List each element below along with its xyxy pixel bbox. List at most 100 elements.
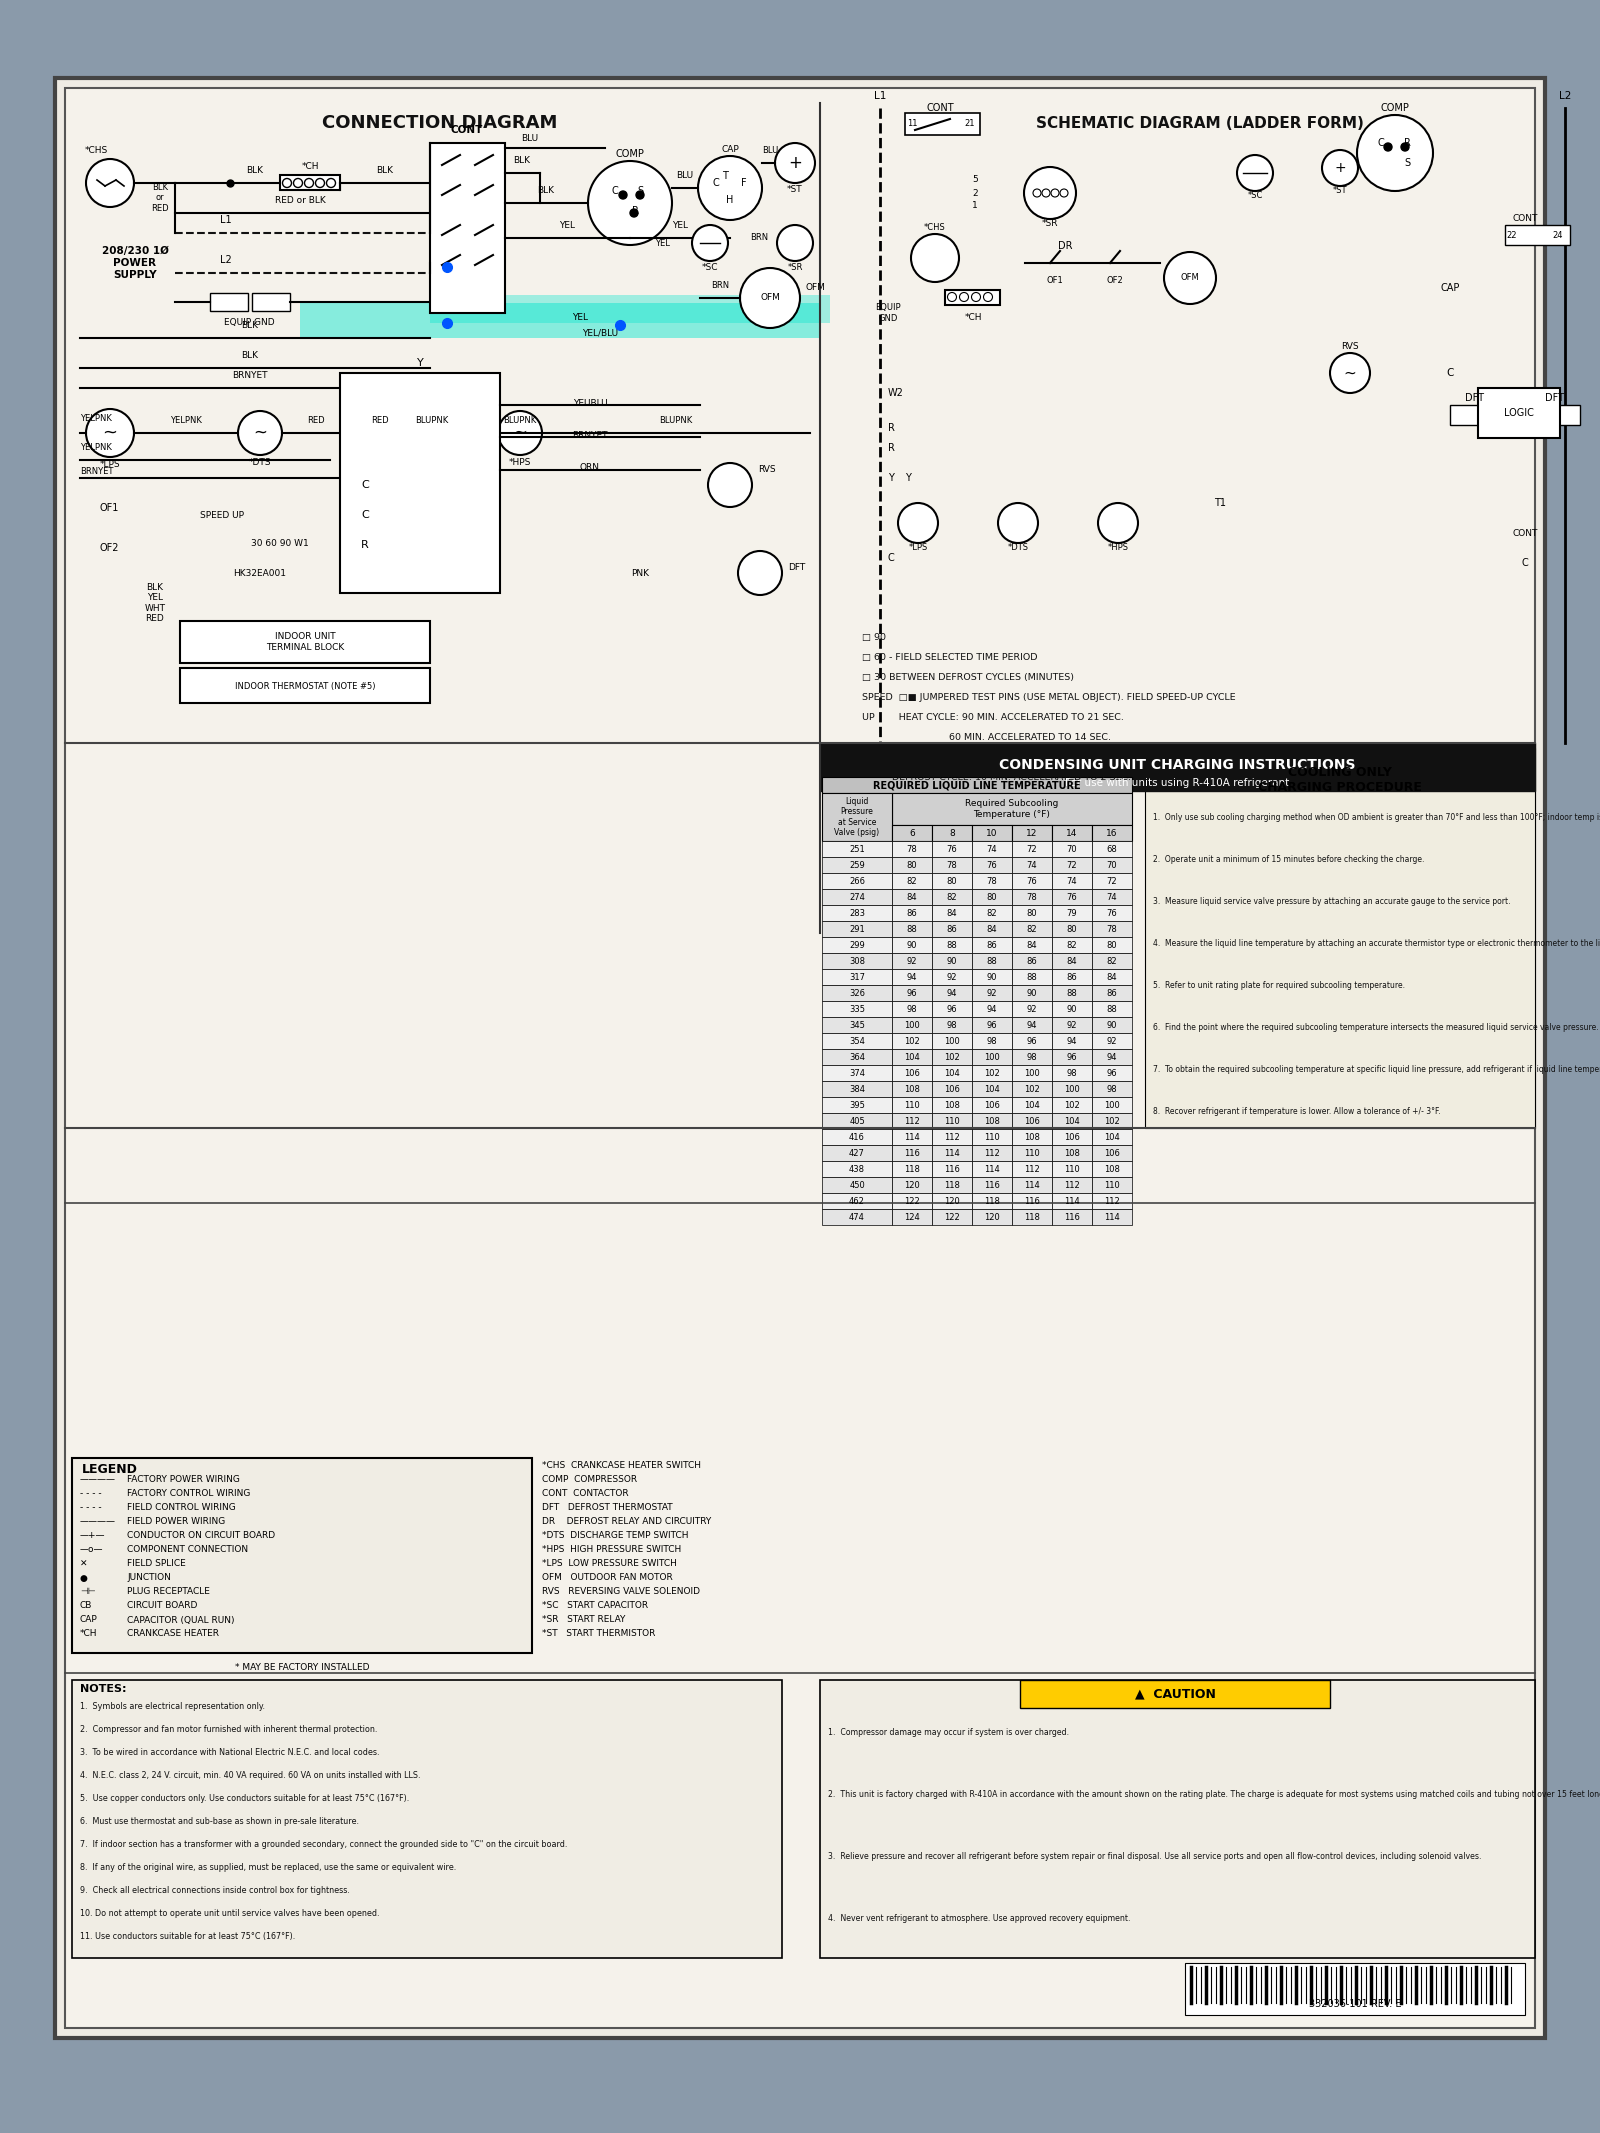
Bar <box>1053 857 1091 872</box>
Bar <box>973 872 1013 889</box>
Text: *CHS: *CHS <box>925 224 946 232</box>
Text: 405: 405 <box>850 1116 866 1126</box>
Text: 76: 76 <box>987 860 997 870</box>
Text: 4.  Measure the liquid line temperature by attaching an accurate thermistor type: 4. Measure the liquid line temperature b… <box>1154 939 1600 947</box>
Text: 78: 78 <box>1027 892 1037 902</box>
Text: 94: 94 <box>1107 1052 1117 1062</box>
Text: CONDENSING UNIT CHARGING INSTRUCTIONS: CONDENSING UNIT CHARGING INSTRUCTIONS <box>998 757 1355 772</box>
Bar <box>822 1000 893 1017</box>
Text: * MAY BE FACTORY INSTALLED: * MAY BE FACTORY INSTALLED <box>235 1664 370 1672</box>
Text: 4.  Never vent refrigerant to atmosphere. Use approved recovery equipment.: 4. Never vent refrigerant to atmosphere.… <box>829 1913 1131 1924</box>
Bar <box>1013 857 1053 872</box>
Text: 98: 98 <box>987 1037 997 1045</box>
Text: 92: 92 <box>947 973 957 981</box>
Text: BRNYET: BRNYET <box>232 371 267 380</box>
Bar <box>1091 1209 1133 1224</box>
Text: +: + <box>1334 160 1346 175</box>
Text: BLUPNK: BLUPNK <box>504 416 536 424</box>
Circle shape <box>960 292 968 301</box>
Bar <box>1091 889 1133 904</box>
Text: REQUIRED LIQUID LINE TEMPERATURE: REQUIRED LIQUID LINE TEMPERATURE <box>874 781 1082 789</box>
Text: 100: 100 <box>1024 1069 1040 1077</box>
Text: 88: 88 <box>1027 973 1037 981</box>
Circle shape <box>589 160 672 245</box>
Bar <box>893 840 931 857</box>
Text: C: C <box>888 552 894 563</box>
Text: LEGEND: LEGEND <box>82 1463 138 1476</box>
Text: 438: 438 <box>850 1165 866 1173</box>
Text: 395: 395 <box>850 1101 866 1109</box>
Bar <box>1091 1192 1133 1209</box>
Text: 98: 98 <box>907 1005 917 1013</box>
Bar <box>973 1096 1013 1113</box>
Text: PLUG RECEPTACLE: PLUG RECEPTACLE <box>126 1587 210 1595</box>
Bar <box>931 857 973 872</box>
Text: OF1: OF1 <box>99 503 120 514</box>
Bar <box>893 1113 931 1128</box>
Text: 114: 114 <box>1104 1212 1120 1222</box>
Text: 110: 110 <box>904 1101 920 1109</box>
Text: 10: 10 <box>986 828 998 838</box>
Bar <box>893 1081 931 1096</box>
Bar <box>946 290 1000 305</box>
Circle shape <box>326 179 336 188</box>
Text: 22: 22 <box>1507 230 1517 239</box>
Text: UP        HEAT CYCLE: 90 MIN. ACCELERATED TO 21 SEC.: UP HEAT CYCLE: 90 MIN. ACCELERATED TO 21… <box>862 712 1123 721</box>
Bar <box>822 1145 893 1160</box>
Bar <box>1053 1096 1091 1113</box>
Text: 90: 90 <box>1027 988 1037 998</box>
Text: BLU: BLU <box>762 145 778 156</box>
Bar <box>280 175 339 190</box>
Text: 283: 283 <box>850 909 866 917</box>
Text: 98: 98 <box>1107 1084 1117 1094</box>
Bar <box>1013 921 1053 936</box>
Text: 114: 114 <box>984 1165 1000 1173</box>
Text: 92: 92 <box>987 988 997 998</box>
Text: 102: 102 <box>904 1037 920 1045</box>
Text: 92: 92 <box>1027 1005 1037 1013</box>
Bar <box>931 968 973 985</box>
Text: C: C <box>362 480 370 491</box>
Bar <box>1013 904 1053 921</box>
Bar <box>931 936 973 953</box>
Bar <box>822 793 893 840</box>
Bar <box>973 904 1013 921</box>
Text: 106: 106 <box>904 1069 920 1077</box>
Bar <box>179 621 430 663</box>
Bar <box>822 904 893 921</box>
Circle shape <box>1402 143 1410 151</box>
Bar <box>1091 1081 1133 1096</box>
Bar <box>1053 953 1091 968</box>
Text: R: R <box>888 422 894 433</box>
Text: 86: 86 <box>907 909 917 917</box>
Text: 74: 74 <box>1027 860 1037 870</box>
Bar <box>1091 1017 1133 1032</box>
Text: 5: 5 <box>973 175 978 183</box>
Text: 104: 104 <box>904 1052 920 1062</box>
Text: C: C <box>1378 139 1384 147</box>
Text: CB: CB <box>80 1602 93 1610</box>
Bar <box>1013 889 1053 904</box>
Bar <box>973 857 1013 872</box>
Circle shape <box>238 412 282 454</box>
Text: CIRCUIT BOARD: CIRCUIT BOARD <box>126 1602 197 1610</box>
Bar <box>893 921 931 936</box>
Text: 259: 259 <box>850 860 866 870</box>
Circle shape <box>984 292 992 301</box>
Text: 345: 345 <box>850 1020 866 1030</box>
Text: YELPNK: YELPNK <box>80 444 112 452</box>
Text: RVS: RVS <box>758 465 776 474</box>
Bar <box>1053 1064 1091 1081</box>
Text: COMPONENT CONNECTION: COMPONENT CONNECTION <box>126 1546 248 1555</box>
Text: HK32EA001: HK32EA001 <box>234 570 286 578</box>
Text: 100: 100 <box>944 1037 960 1045</box>
Text: 12: 12 <box>1026 828 1038 838</box>
Bar <box>893 857 931 872</box>
Bar <box>893 1017 931 1032</box>
Circle shape <box>1165 252 1216 305</box>
Bar <box>822 1017 893 1032</box>
Text: 82: 82 <box>1067 941 1077 949</box>
Text: □ 90: □ 90 <box>862 634 886 642</box>
Bar <box>973 921 1013 936</box>
Text: 82: 82 <box>947 892 957 902</box>
